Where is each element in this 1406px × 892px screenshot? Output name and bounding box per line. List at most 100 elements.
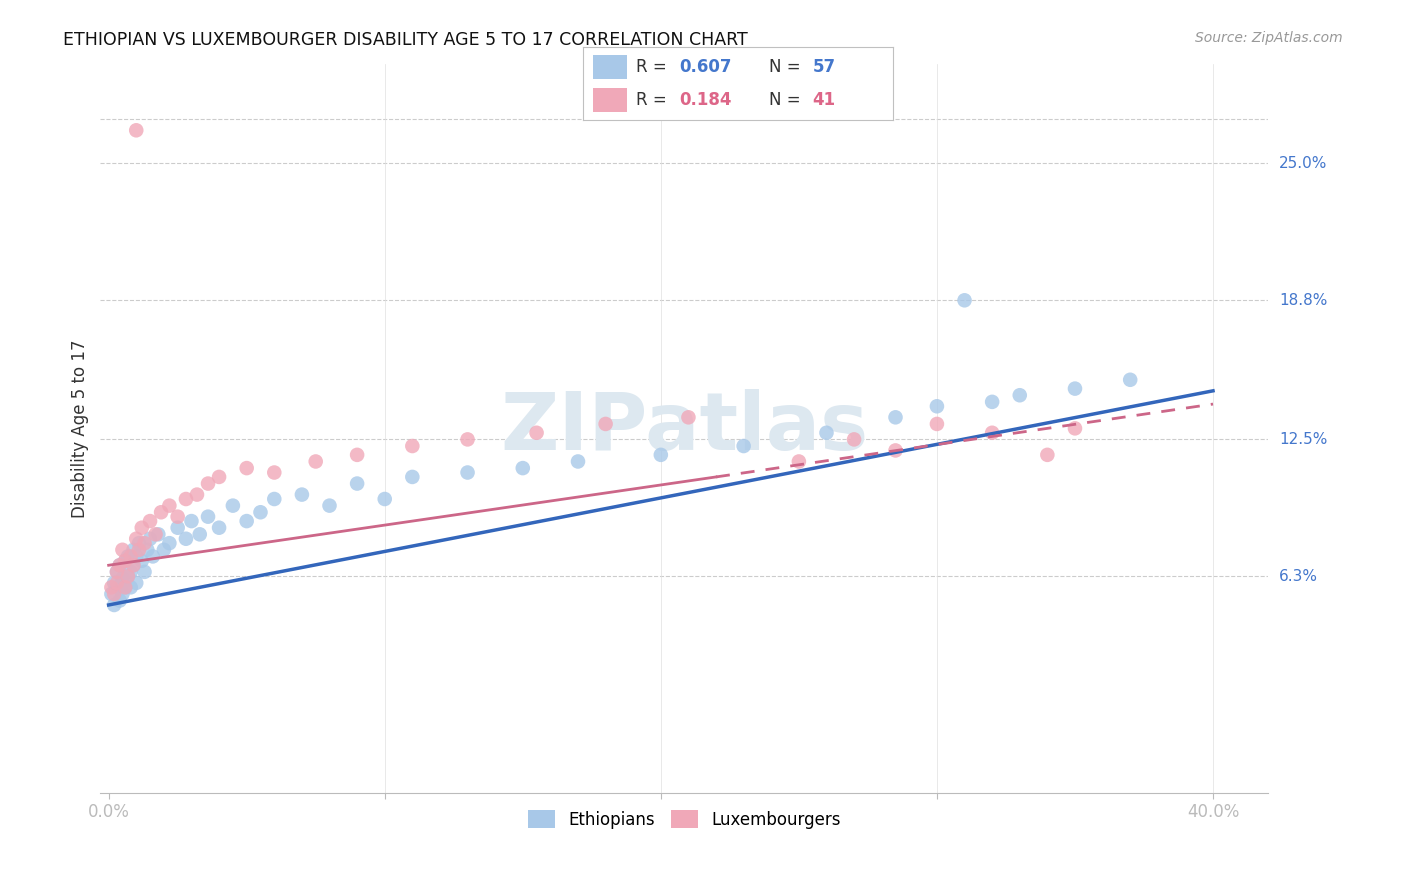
Point	[103, 575, 125, 590]
Point	[134, 536, 156, 550]
Point	[235, 514, 257, 528]
Point	[457, 433, 479, 447]
Point	[148, 527, 170, 541]
Point	[981, 395, 1004, 409]
Point	[134, 565, 156, 579]
Point	[884, 443, 907, 458]
Point	[1064, 382, 1087, 396]
Point	[208, 470, 231, 484]
Point	[125, 532, 148, 546]
Legend: Ethiopians, Luxembourgers: Ethiopians, Luxembourgers	[522, 804, 848, 835]
Point	[222, 499, 245, 513]
Point	[526, 425, 548, 440]
Point	[925, 417, 948, 431]
Point	[125, 549, 148, 564]
Point	[122, 558, 145, 573]
Point	[105, 565, 128, 579]
Text: 0.607: 0.607	[679, 58, 733, 77]
Point	[153, 542, 176, 557]
Point	[678, 410, 700, 425]
Point	[114, 580, 136, 594]
Point	[120, 565, 142, 579]
Text: R =: R =	[636, 58, 672, 77]
Point	[136, 542, 159, 557]
Point	[105, 580, 128, 594]
Point	[131, 554, 153, 568]
Bar	[593, 88, 627, 112]
Text: Source: ZipAtlas.com: Source: ZipAtlas.com	[1195, 31, 1343, 45]
Point	[374, 491, 396, 506]
Point	[166, 509, 188, 524]
Point	[117, 569, 139, 583]
Point	[595, 417, 617, 431]
Point	[117, 549, 139, 564]
Point	[120, 580, 142, 594]
Point	[263, 466, 285, 480]
Point	[457, 466, 479, 480]
Point	[103, 587, 125, 601]
Point	[401, 470, 423, 484]
Point	[263, 491, 285, 506]
Point	[157, 536, 180, 550]
Point	[186, 487, 208, 501]
Point	[105, 575, 128, 590]
Point	[346, 448, 368, 462]
Point	[512, 461, 534, 475]
Point	[401, 439, 423, 453]
Point	[815, 425, 838, 440]
Point	[1064, 421, 1087, 435]
Text: ZIPatlas: ZIPatlas	[501, 389, 869, 467]
Point	[108, 558, 131, 573]
Point	[128, 536, 150, 550]
Text: ETHIOPIAN VS LUXEMBOURGER DISABILITY AGE 5 TO 17 CORRELATION CHART: ETHIOPIAN VS LUXEMBOURGER DISABILITY AGE…	[63, 31, 748, 49]
Point	[103, 598, 125, 612]
Point	[131, 521, 153, 535]
Point	[1008, 388, 1031, 402]
Point	[197, 509, 219, 524]
Point	[650, 448, 672, 462]
Point	[114, 580, 136, 594]
Point	[733, 439, 755, 453]
Point	[142, 549, 165, 564]
Point	[157, 499, 180, 513]
Point	[180, 514, 202, 528]
Point	[117, 569, 139, 583]
Point	[208, 521, 231, 535]
Point	[197, 476, 219, 491]
Text: N =: N =	[769, 58, 806, 77]
Point	[305, 454, 328, 468]
Text: 0.184: 0.184	[679, 91, 733, 110]
Point	[235, 461, 257, 475]
Text: N =: N =	[769, 91, 806, 110]
Text: 12.5%: 12.5%	[1279, 432, 1327, 447]
Point	[108, 558, 131, 573]
Point	[981, 425, 1004, 440]
Point	[125, 575, 148, 590]
Point	[111, 572, 134, 586]
Point	[174, 491, 197, 506]
Point	[111, 575, 134, 590]
Point	[145, 527, 167, 541]
Text: R =: R =	[636, 91, 672, 110]
Point	[128, 542, 150, 557]
Point	[166, 521, 188, 535]
Point	[122, 542, 145, 557]
Point	[188, 527, 211, 541]
Point	[120, 549, 142, 564]
Y-axis label: Disability Age 5 to 17: Disability Age 5 to 17	[72, 339, 89, 517]
Point	[842, 433, 865, 447]
Text: 18.8%: 18.8%	[1279, 293, 1327, 308]
Point	[139, 514, 162, 528]
Point	[1036, 448, 1059, 462]
Text: 6.3%: 6.3%	[1279, 569, 1319, 583]
Point	[108, 593, 131, 607]
Bar	[593, 55, 627, 79]
Point	[122, 558, 145, 573]
Text: 57: 57	[813, 58, 835, 77]
Point	[114, 554, 136, 568]
Point	[100, 580, 122, 594]
Point	[111, 542, 134, 557]
Point	[953, 293, 976, 308]
Text: 25.0%: 25.0%	[1279, 156, 1327, 171]
Point	[567, 454, 589, 468]
